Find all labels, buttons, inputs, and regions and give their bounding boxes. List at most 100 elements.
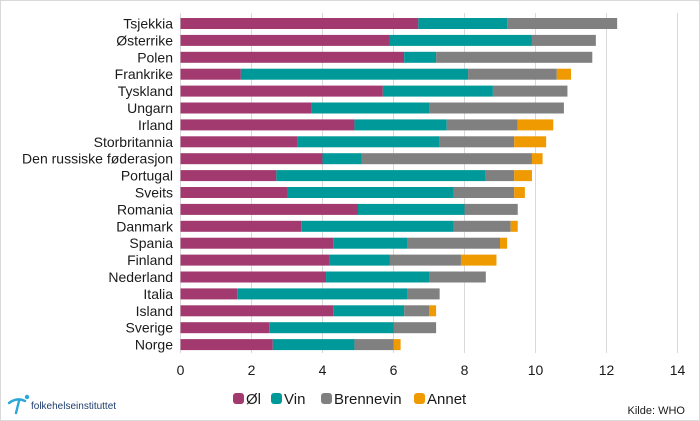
bar-segment-Øl: [180, 51, 405, 63]
bar-segment-Brennevin: [429, 102, 564, 114]
bar-segment-Brennevin: [464, 203, 518, 215]
bar-segment-Øl: [180, 237, 334, 249]
bar-segment-Annet: [429, 305, 437, 317]
legend-item: Annet: [414, 391, 467, 408]
bar-segment-Vin: [418, 18, 508, 29]
category-label: Tsjekkia: [123, 16, 173, 32]
bar-segment-Brennevin: [429, 271, 486, 283]
category-label: Sverige: [126, 320, 174, 336]
bar-segment-Brennevin: [393, 322, 437, 334]
x-tick-label: 12: [599, 362, 615, 378]
x-tick-label: 4: [319, 362, 327, 378]
bar-row: [180, 18, 618, 29]
bar-segment-Vin: [329, 254, 390, 266]
bar-segment-Vin: [382, 85, 493, 97]
bar-segment-Brennevin: [404, 305, 429, 317]
bar-segment-Vin: [301, 220, 454, 232]
logo: folkehelseinstituttet: [7, 394, 116, 415]
bar-segment-Annet: [460, 254, 497, 266]
bar-segment-Annet: [393, 339, 401, 351]
bar-segment-Øl: [180, 254, 330, 266]
bar-segment-Brennevin: [389, 254, 461, 266]
category-label: Polen: [137, 49, 173, 65]
bar-segment-Øl: [180, 203, 358, 215]
bar-segment-Brennevin: [468, 68, 557, 80]
bar-segment-Annet: [531, 153, 543, 165]
bar-segment-Vin: [326, 271, 429, 283]
category-label: Italia: [143, 286, 173, 302]
category-label: Spania: [129, 235, 173, 251]
bar-segment-Brennevin: [407, 288, 440, 300]
bar-segment-Vin: [333, 237, 408, 249]
category-label: Den russiske føderasjon: [22, 151, 173, 167]
category-label: Portugal: [121, 168, 173, 184]
category-labels: TsjekkiaØsterrikePolenFrankrikeTysklandU…: [22, 16, 174, 353]
bar-row: [180, 68, 571, 80]
bar-segment-Øl: [180, 271, 327, 283]
category-label: Finland: [127, 252, 173, 268]
bar-segment-Brennevin: [354, 339, 394, 351]
bar-segment-Vin: [287, 187, 454, 198]
bar-segment-Brennevin: [507, 18, 618, 29]
category-label: Danmark: [116, 218, 174, 234]
bar-row: [180, 85, 568, 97]
bar-segment-Øl: [180, 85, 383, 97]
bar-row: [180, 51, 593, 63]
bar-segment-Øl: [180, 322, 270, 334]
legend-swatch: [233, 393, 244, 404]
bar-segment-Brennevin: [439, 136, 515, 148]
legend-swatch: [271, 393, 282, 404]
bar-row: [180, 187, 525, 198]
source-label: Kilde: WHO: [628, 405, 686, 417]
bar-segment-Vin: [311, 102, 429, 114]
bar-row: [180, 339, 401, 351]
bar-row: [180, 170, 532, 182]
x-tick-label: 0: [177, 362, 185, 378]
bar-row: [180, 237, 508, 249]
legend: Øl Vin Brennevin Annet: [233, 391, 467, 408]
bar-segment-Vin: [358, 203, 465, 215]
category-label: Island: [136, 303, 173, 319]
x-tick-label: 8: [461, 362, 469, 378]
bar-segment-Brennevin: [453, 187, 515, 198]
bar-segment-Brennevin: [407, 237, 500, 249]
legend-item: Vin: [271, 391, 305, 408]
bars: [180, 18, 618, 351]
x-tick-label: 6: [390, 362, 398, 378]
logo-text: folkehelseinstituttet: [31, 401, 116, 412]
bar-row: [180, 288, 440, 300]
category-label: Frankrike: [115, 66, 174, 82]
x-tick-label: 10: [528, 362, 544, 378]
bar-segment-Brennevin: [492, 85, 568, 97]
bar-segment-Vin: [276, 170, 486, 182]
bar-segment-Annet: [517, 119, 554, 131]
bar-segment-Øl: [180, 119, 355, 131]
bar-segment-Annet: [500, 237, 508, 249]
category-label: Romania: [117, 201, 173, 217]
legend-swatch: [414, 393, 425, 404]
bar-row: [180, 322, 437, 334]
bar-segment-Vin: [237, 288, 408, 300]
bar-segment-Annet: [514, 187, 525, 198]
category-label: Norge: [135, 337, 173, 353]
bar-segment-Øl: [180, 18, 419, 29]
bar-segment-Vin: [389, 34, 532, 46]
bar-segment-Brennevin: [436, 51, 593, 63]
category-label: Tyskland: [118, 83, 173, 99]
bar-row: [180, 136, 547, 148]
bar-segment-Brennevin: [485, 170, 515, 182]
legend-label: Øl: [246, 391, 261, 408]
bar-segment-Øl: [180, 305, 334, 317]
bar-segment-Annet: [510, 220, 518, 232]
bar-segment-Vin: [240, 68, 469, 80]
bar-segment-Vin: [322, 153, 362, 165]
bar-segment-Øl: [180, 170, 277, 182]
legend-swatch: [321, 393, 332, 404]
legend-item: Øl: [233, 391, 261, 408]
category-label: Nederland: [108, 269, 173, 285]
legend-label: Brennevin: [334, 391, 402, 408]
legend-label: Annet: [427, 391, 467, 408]
bar-segment-Annet: [514, 136, 547, 148]
x-axis-ticks: 0 2 4 6 8 10 12 14: [177, 362, 686, 378]
